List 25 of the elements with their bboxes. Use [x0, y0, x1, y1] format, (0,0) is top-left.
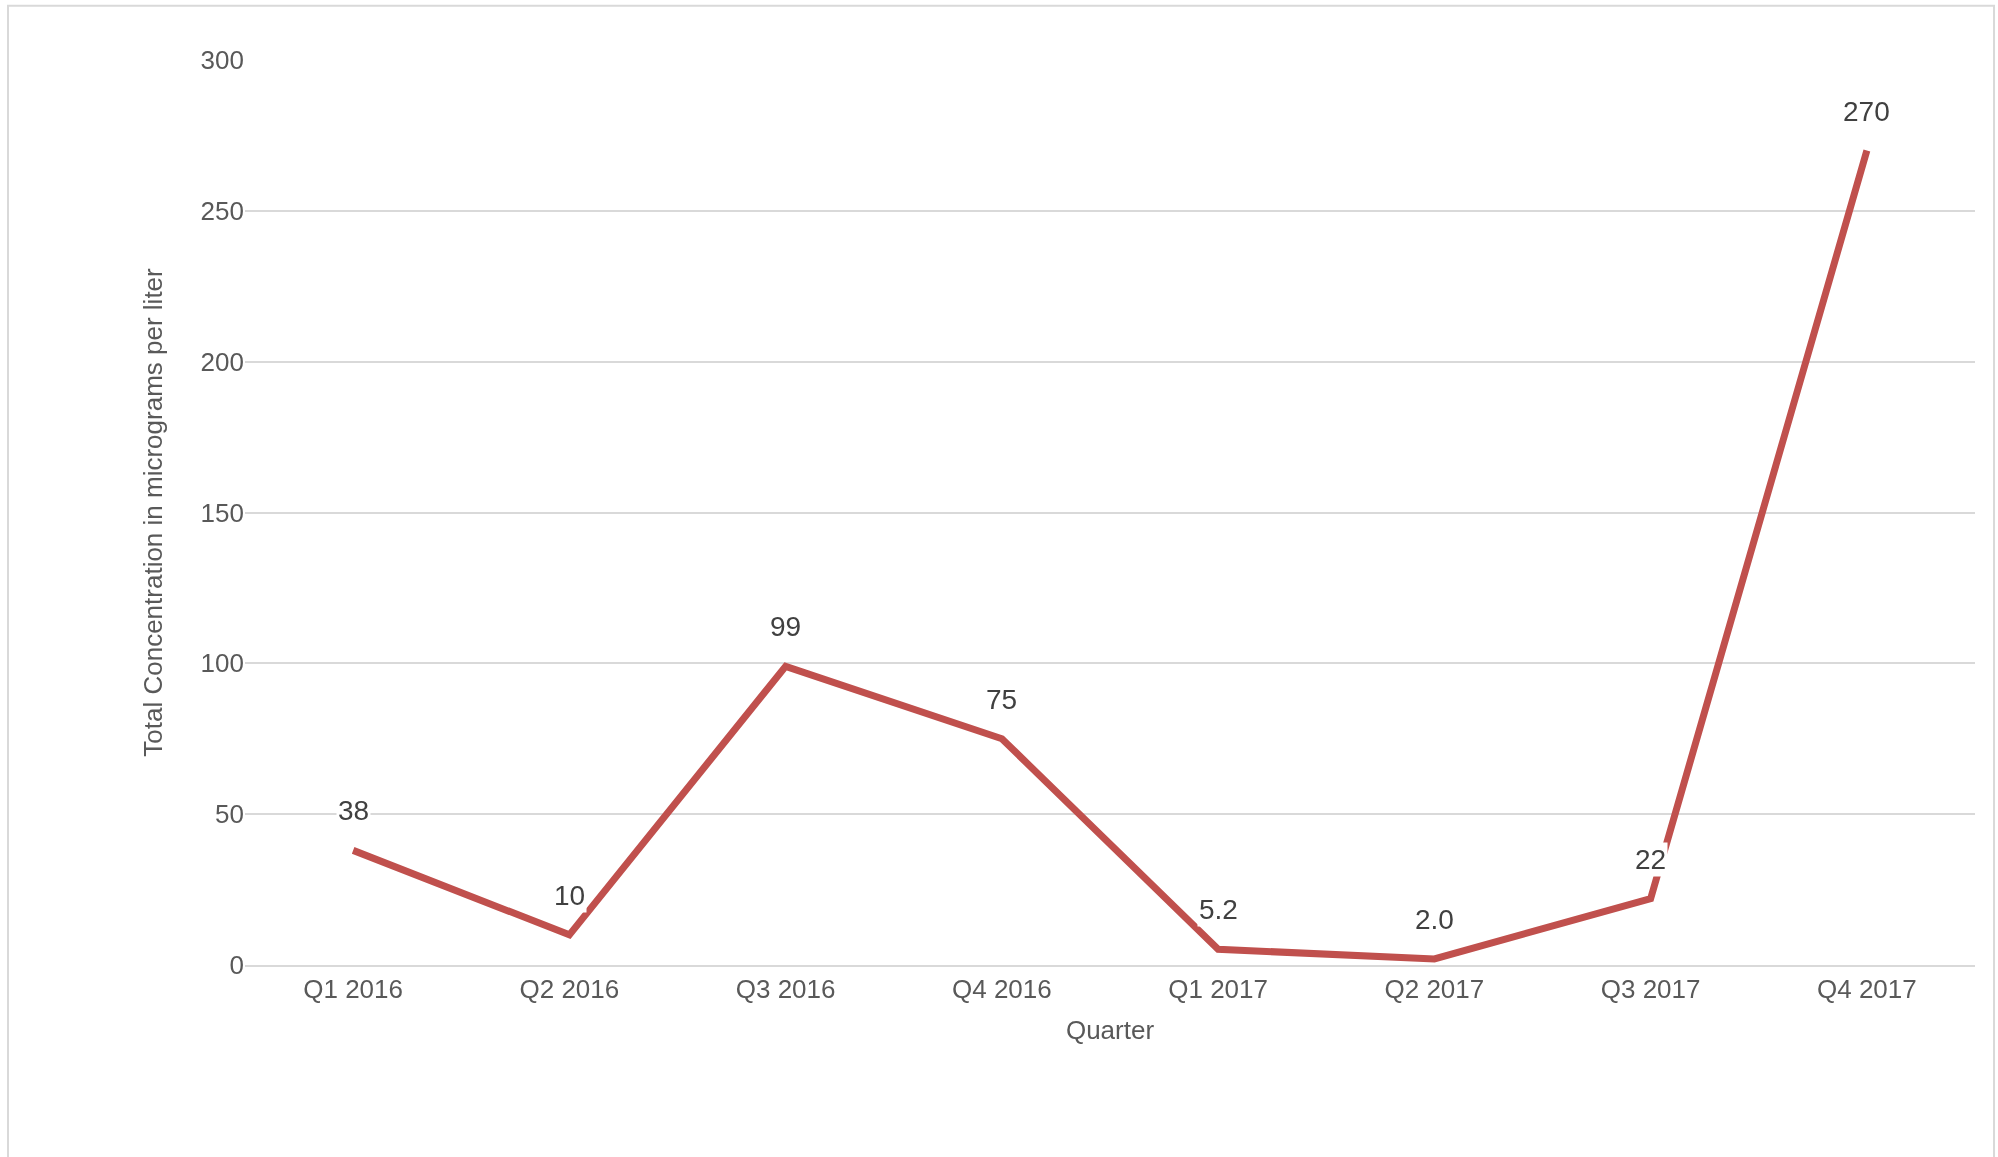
- x-tick-label: Q1 2017: [1168, 974, 1269, 1005]
- x-tick-label: Q1 2016: [303, 974, 404, 1005]
- data-label: 99: [770, 611, 802, 642]
- y-tick-label: 100: [200, 648, 244, 679]
- x-tick-label: Q4 2017: [1817, 974, 1917, 1005]
- x-axis-title: Quarter: [1065, 1015, 1155, 1046]
- y-tick-label: 150: [200, 497, 244, 528]
- data-label: 5.2: [1199, 894, 1238, 925]
- data-label: 270: [1843, 96, 1890, 127]
- y-tick-label: 300: [200, 45, 244, 76]
- x-tick-label: Q4 2016: [952, 974, 1052, 1005]
- x-tick-label: Q3 2017: [1600, 974, 1701, 1005]
- y-tick-label: 0: [229, 950, 244, 981]
- x-tick-label: Q3 2016: [735, 974, 836, 1005]
- data-label: 38: [338, 795, 370, 826]
- data-label: 75: [986, 684, 1018, 715]
- y-tick-label: 200: [200, 346, 244, 377]
- y-tick-label: 50: [215, 799, 244, 830]
- data-label: 22: [1635, 844, 1667, 875]
- x-tick-label: Q2 2016: [519, 974, 620, 1005]
- data-label: 10: [554, 880, 586, 911]
- data-label: 2.0: [1415, 904, 1454, 935]
- y-axis-title: Total Concentration in micrograms per liter: [138, 267, 169, 757]
- x-tick-label: Q2 2017: [1384, 974, 1485, 1005]
- y-tick-label: 250: [200, 195, 244, 226]
